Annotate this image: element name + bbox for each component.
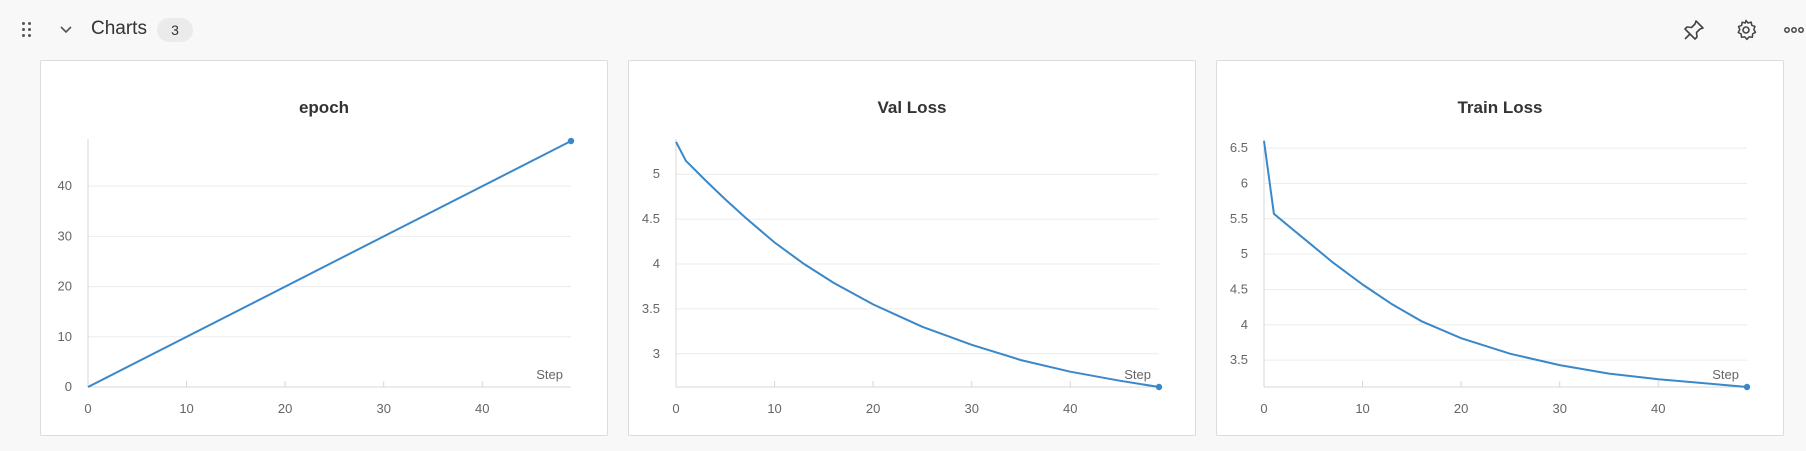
x-tick-label: 40 — [1063, 401, 1077, 416]
y-tick-label: 30 — [58, 228, 72, 243]
x-axis-label: Step — [1712, 367, 1739, 382]
x-axis-label: Step — [536, 367, 563, 382]
y-tick-label: 5.5 — [1230, 211, 1248, 226]
x-tick-label: 10 — [1355, 401, 1369, 416]
y-tick-label: 10 — [58, 329, 72, 344]
y-tick-label: 4 — [653, 256, 660, 271]
x-tick-label: 20 — [866, 401, 880, 416]
y-tick-label: 3 — [653, 346, 660, 361]
series-end-point — [1743, 383, 1751, 391]
x-tick-label: 30 — [376, 401, 390, 416]
chevron-down-icon[interactable] — [58, 22, 74, 38]
y-tick-label: 5 — [653, 166, 660, 181]
chart-panel-epoch[interactable]: epoch 0 10 20 30 40 0 10 20 30 40 Step — [40, 60, 608, 436]
more-icon[interactable] — [1782, 18, 1806, 42]
chart-panel-val-loss[interactable]: Val Loss 3 3.5 4 4.5 5 0 10 20 30 40 Step — [628, 60, 1196, 436]
y-tick-label: 20 — [58, 279, 72, 294]
x-tick-label: 10 — [179, 401, 193, 416]
chart-title: Train Loss — [1457, 98, 1542, 117]
pin-icon[interactable] — [1682, 18, 1706, 42]
y-tick-label: 6 — [1241, 175, 1248, 190]
y-tick-label: 4.5 — [1230, 281, 1248, 296]
section-title: Charts — [91, 18, 147, 39]
charts-section-header: Charts 3 — [0, 0, 1806, 60]
x-tick-label: 10 — [767, 401, 781, 416]
chart-count-badge: 3 — [157, 18, 193, 42]
y-tick-label: 4 — [1241, 317, 1248, 332]
chart-panel-train-loss[interactable]: Train Loss 3.5 4 4.5 5 5.5 6 6.5 0 10 20 30 40 Step — [1216, 60, 1784, 436]
x-tick-label: 40 — [475, 401, 489, 416]
drag-handle-icon[interactable] — [22, 22, 34, 38]
x-axis-label: Step — [1124, 367, 1151, 382]
y-tick-label: 4.5 — [642, 211, 660, 226]
y-tick-label: 3.5 — [1230, 352, 1248, 367]
y-tick-label: 3.5 — [642, 301, 660, 316]
x-tick-label: 20 — [1454, 401, 1468, 416]
chart-epoch: epoch 0 10 20 30 40 0 10 20 30 40 Step — [58, 98, 575, 416]
x-tick-label: 0 — [84, 401, 91, 416]
y-tick-label: 5 — [1241, 246, 1248, 261]
series-end-point — [1155, 383, 1163, 391]
y-tick-label: 6.5 — [1230, 140, 1248, 155]
x-tick-label: 0 — [1260, 401, 1267, 416]
chart-title: epoch — [299, 98, 349, 117]
x-tick-label: 30 — [964, 401, 978, 416]
chart-train-loss: Train Loss 3.5 4 4.5 5 5.5 6 6.5 0 10 20 30 40 Step — [1230, 98, 1751, 416]
series-line — [675, 141, 1160, 388]
x-tick-label: 30 — [1552, 401, 1566, 416]
y-tick-label: 40 — [58, 178, 72, 193]
series-line — [87, 140, 572, 388]
gear-icon[interactable] — [1734, 18, 1758, 42]
y-tick-label: 0 — [65, 379, 72, 394]
series-end-point — [567, 137, 575, 145]
x-tick-label: 20 — [278, 401, 292, 416]
x-tick-label: 40 — [1651, 401, 1665, 416]
series-line — [1263, 140, 1748, 388]
x-tick-label: 0 — [672, 401, 679, 416]
chart-title: Val Loss — [878, 98, 947, 117]
chart-val-loss: Val Loss 3 3.5 4 4.5 5 0 10 20 30 40 Step — [642, 98, 1163, 416]
